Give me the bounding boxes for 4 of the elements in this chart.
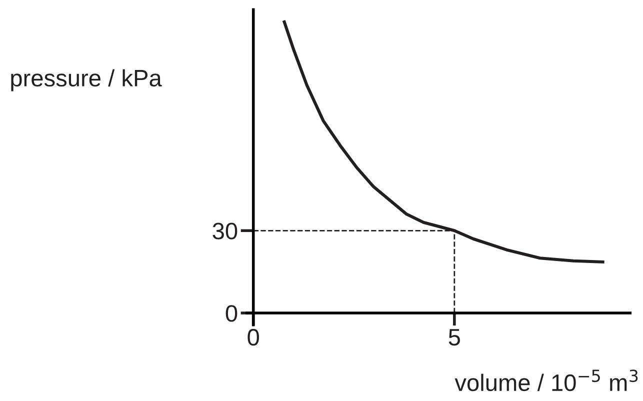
x-axis-title: volume / 10$^{−5}$ m$^{3}$	[454, 370, 638, 392]
y-axis-title: pressure / kPa	[11, 69, 162, 92]
y-tick-label: 30	[212, 222, 238, 240]
x-tick-label: 5	[448, 329, 460, 346]
